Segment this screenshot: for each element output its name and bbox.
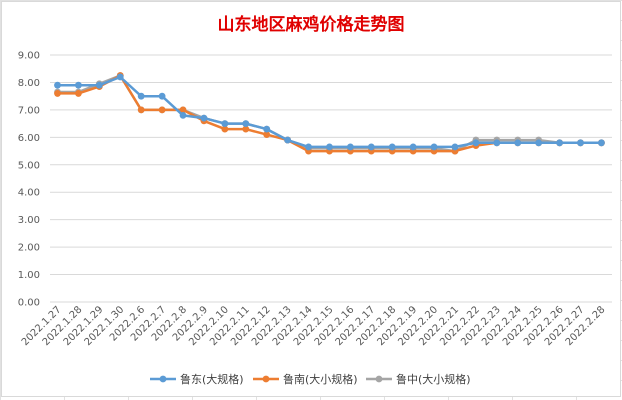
y-tick-label: 4.00	[18, 188, 40, 199]
data-point[interactable]	[326, 143, 333, 151]
data-point[interactable]	[200, 114, 208, 122]
legend-label: 鲁中(大小规格)	[396, 372, 471, 386]
y-tick-label: 7.00	[18, 105, 40, 116]
data-point[interactable]	[179, 106, 187, 114]
data-point[interactable]	[75, 81, 82, 89]
data-point[interactable]	[409, 143, 417, 151]
chart-title: 山东地区麻鸡价格走势图	[217, 15, 405, 35]
data-point[interactable]	[263, 131, 271, 138]
legend-marker	[262, 375, 270, 383]
data-point[interactable]	[75, 90, 82, 97]
data-point[interactable]	[221, 125, 229, 133]
legend-label: 鲁南(大小规格)	[283, 372, 358, 386]
data-point[interactable]	[158, 106, 166, 114]
data-point[interactable]	[451, 143, 459, 151]
legend-marker	[159, 375, 167, 383]
data-point[interactable]	[388, 143, 396, 151]
y-tick-label: 8.00	[18, 78, 40, 89]
legend-entry[interactable]: 鲁南(大小规格)	[253, 372, 358, 386]
data-point[interactable]	[221, 120, 229, 128]
data-point[interactable]	[116, 73, 124, 81]
data-point[interactable]	[137, 106, 145, 114]
data-point[interactable]	[263, 125, 271, 133]
series-鲁东(大规格)	[54, 73, 605, 151]
data-point[interactable]	[158, 92, 166, 100]
data-point[interactable]	[179, 111, 187, 119]
data-point[interactable]	[367, 143, 375, 151]
legend-entry[interactable]: 鲁中(大小规格)	[366, 372, 471, 386]
data-point[interactable]	[556, 139, 563, 147]
data-point[interactable]	[535, 139, 543, 147]
legend-marker	[375, 375, 383, 383]
data-point[interactable]	[472, 139, 480, 147]
data-point[interactable]	[430, 143, 438, 151]
legend-entry[interactable]: 鲁东(大规格)	[150, 372, 244, 386]
y-tick-label: 0.00	[18, 298, 40, 309]
data-point[interactable]	[493, 139, 501, 147]
data-point[interactable]	[598, 139, 605, 147]
y-tick-label: 1.00	[18, 270, 40, 281]
data-point[interactable]	[242, 125, 250, 133]
data-point[interactable]	[514, 139, 522, 147]
data-point[interactable]	[305, 143, 312, 151]
data-point[interactable]	[346, 143, 354, 151]
y-tick-label: 6.00	[18, 133, 40, 144]
y-tick-label: 3.00	[18, 215, 40, 226]
data-point[interactable]	[577, 139, 584, 147]
legend-label: 鲁东(大规格)	[180, 372, 244, 386]
data-point[interactable]	[54, 81, 61, 89]
y-tick-label: 2.00	[18, 243, 40, 254]
data-point[interactable]	[95, 81, 103, 89]
data-point[interactable]	[137, 92, 145, 100]
data-point[interactable]	[54, 90, 61, 97]
line-chart: 0.00 1.00 2.00 3.00 4.00 5.00 6.00 7.00 8.00 9.00…	[18, 51, 612, 386]
y-tick-label: 5.00	[18, 160, 40, 171]
y-tick-label: 9.00	[18, 51, 40, 62]
data-point[interactable]	[242, 120, 250, 128]
data-point[interactable]	[284, 136, 292, 144]
